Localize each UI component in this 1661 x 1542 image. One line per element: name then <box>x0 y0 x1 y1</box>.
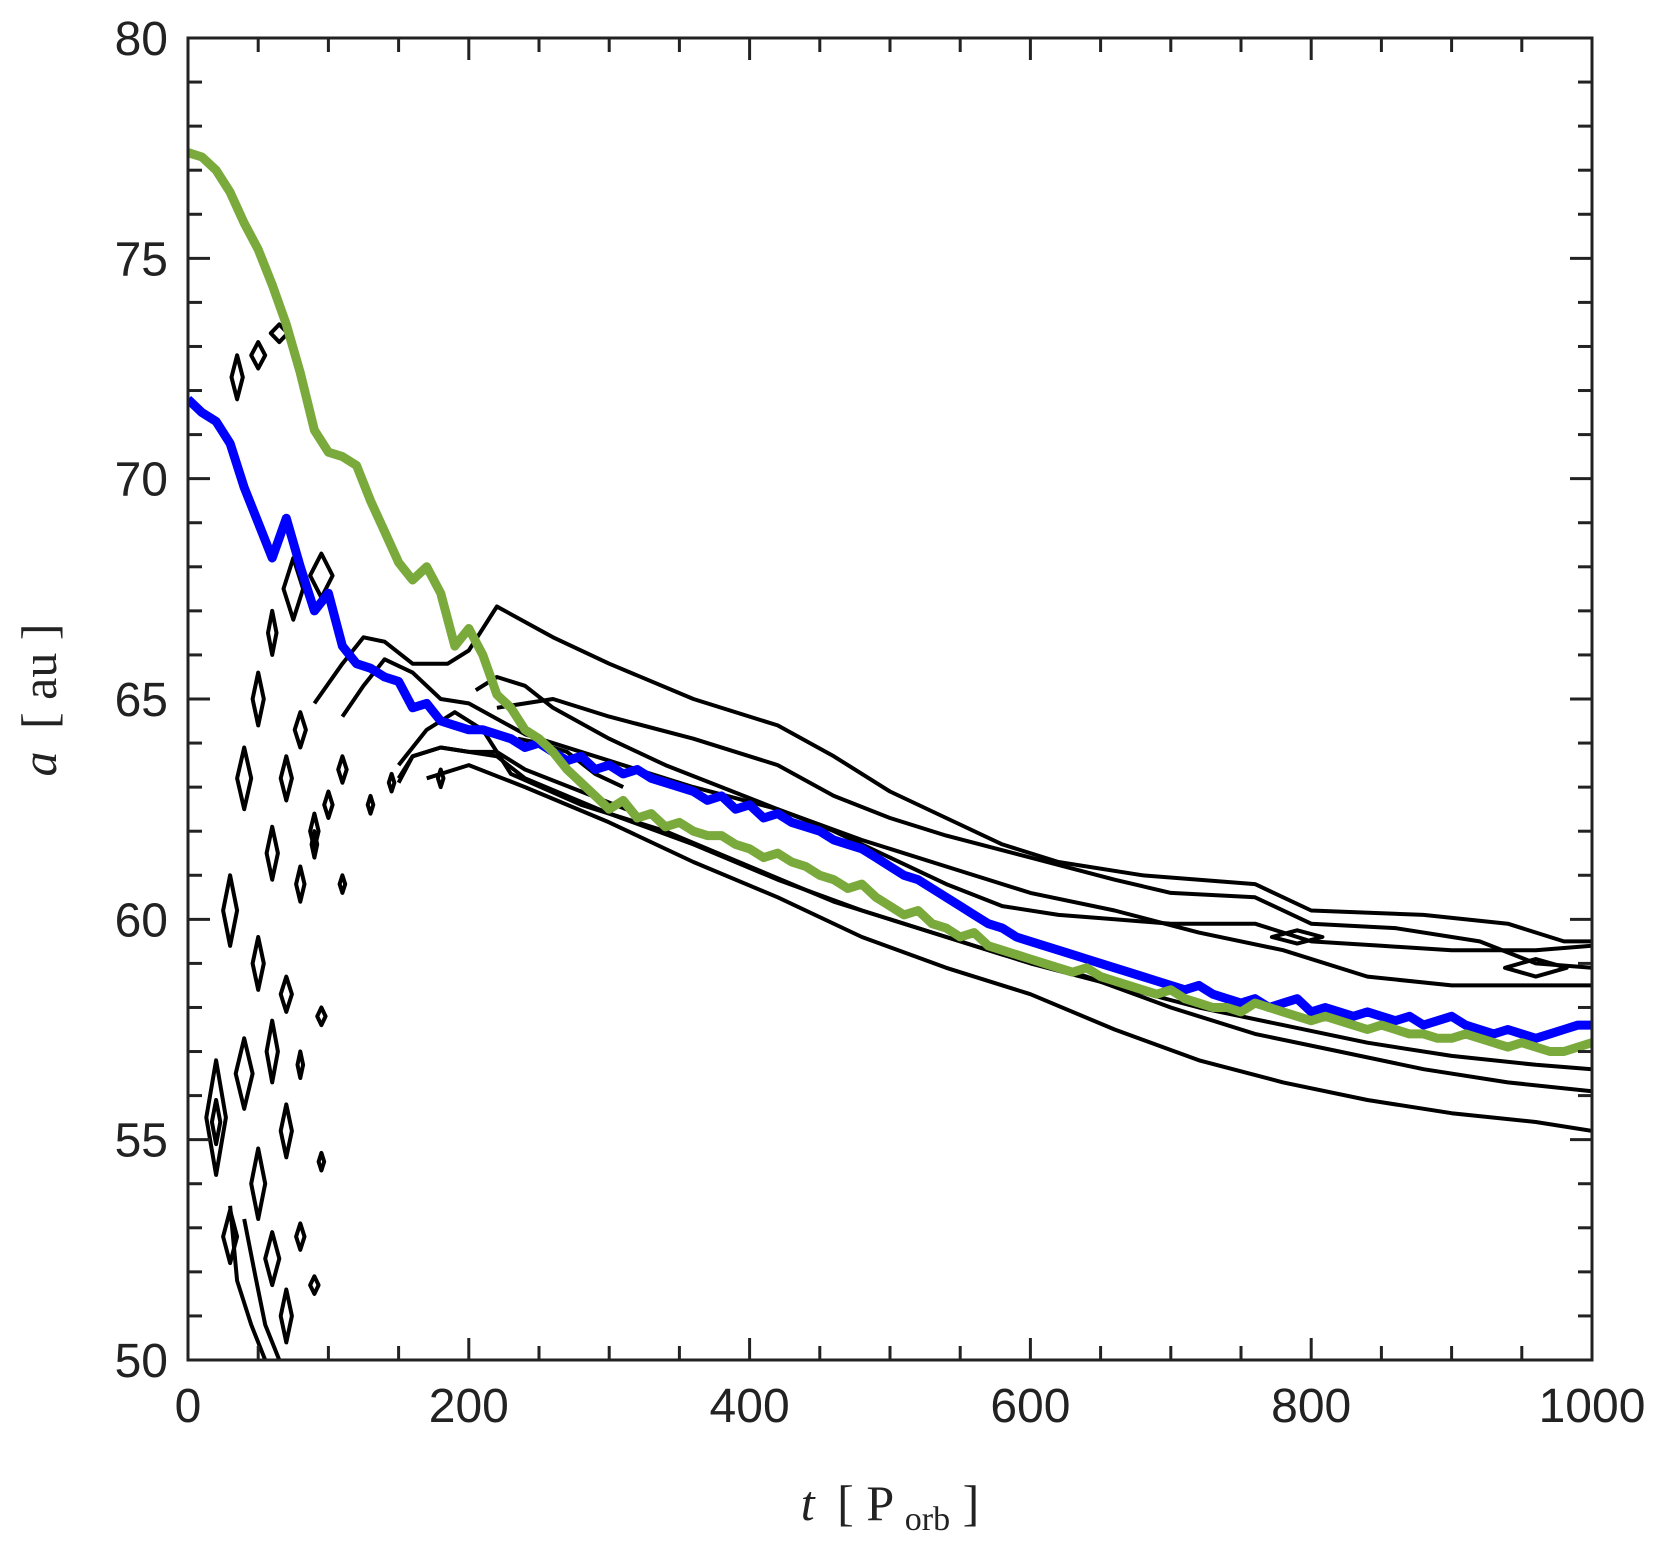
contour-island <box>435 767 446 790</box>
contour-island <box>1269 928 1325 946</box>
y-axis-open-bracket: [ <box>11 712 67 729</box>
contour-island <box>263 1230 282 1288</box>
y-axis-label: a [ au ] <box>11 623 67 776</box>
tick-marks <box>186 36 1594 1362</box>
contour-island <box>249 340 268 371</box>
contour-island <box>264 1018 280 1085</box>
contour-island <box>266 608 279 657</box>
y-axis-var: a <box>11 752 67 777</box>
contour-island <box>235 745 254 812</box>
contour-island <box>278 754 294 803</box>
x-tick-label: 1000 <box>1539 1380 1646 1433</box>
x-axis-var: t <box>801 1475 816 1531</box>
contour-island <box>278 1102 294 1160</box>
contour-island <box>337 873 348 895</box>
contour-island <box>365 793 376 816</box>
x-tick-label: 400 <box>710 1380 790 1433</box>
series-line-blue <box>188 396 1592 1043</box>
contour-island <box>204 1058 228 1177</box>
contour-island <box>292 710 308 750</box>
contour-island <box>308 551 335 600</box>
x-axis-unit: P <box>866 1475 892 1531</box>
y-axis-close-bracket: ] <box>11 623 67 640</box>
contour-line <box>340 657 1592 988</box>
contour-line <box>474 675 1592 953</box>
plot-frame <box>186 36 1594 1362</box>
contour-island <box>221 1208 240 1266</box>
contour-island <box>336 754 349 785</box>
contour-island <box>264 824 280 882</box>
y-tick-label: 65 <box>115 674 168 727</box>
contour-line <box>312 604 1592 944</box>
y-tick-labels: 50 55 60 65 70 75 80 <box>115 13 168 1388</box>
contour-island <box>295 1049 306 1080</box>
series-line-green <box>188 148 1592 1056</box>
y-tick-label: 60 <box>115 894 168 947</box>
contour-line <box>426 763 1592 1133</box>
y-tick-label: 70 <box>115 454 168 507</box>
x-tick-label: 0 <box>175 1380 202 1433</box>
x-axis-open-bracket: [ <box>837 1475 854 1531</box>
contour-island <box>316 1150 327 1173</box>
contour-island <box>233 1036 255 1111</box>
contour-island <box>249 1146 268 1221</box>
contour-island <box>250 670 266 728</box>
contour-island <box>386 771 397 794</box>
contour-island <box>309 829 320 860</box>
x-tick-label: 200 <box>429 1380 509 1433</box>
contour-island <box>209 1098 223 1147</box>
series-group <box>188 148 1592 1056</box>
x-axis-label: t [ P orb ] <box>801 1475 980 1541</box>
x-tick-labels: 0 200 400 600 800 1000 <box>175 1380 1646 1433</box>
contour-island <box>308 1274 321 1296</box>
y-axis-unit: au <box>11 653 67 700</box>
contour-island <box>294 1221 307 1252</box>
contour-island <box>278 1287 294 1345</box>
contour-island <box>250 935 266 992</box>
contour-island <box>294 864 307 904</box>
contour-line <box>396 745 639 816</box>
x-axis-close-bracket: ] <box>963 1475 980 1531</box>
contour-island <box>278 974 294 1014</box>
contour-lines <box>204 322 1592 1360</box>
contour-island <box>315 1005 328 1028</box>
contour-line <box>242 1218 282 1360</box>
x-tick-label: 600 <box>990 1380 1070 1433</box>
y-tick-label: 55 <box>115 1115 168 1168</box>
y-tick-label: 80 <box>115 13 168 66</box>
y-tick-label: 50 <box>115 1335 168 1388</box>
contour-island <box>229 353 245 402</box>
contour-island <box>1503 957 1569 979</box>
y-tick-label: 75 <box>115 233 168 286</box>
contour-island <box>322 789 335 820</box>
contour-line <box>496 697 1592 970</box>
contour-line <box>228 1205 268 1360</box>
x-axis-unit-sub: orb <box>905 1501 950 1538</box>
contour-island <box>221 873 240 948</box>
x-tick-label: 800 <box>1271 1380 1351 1433</box>
